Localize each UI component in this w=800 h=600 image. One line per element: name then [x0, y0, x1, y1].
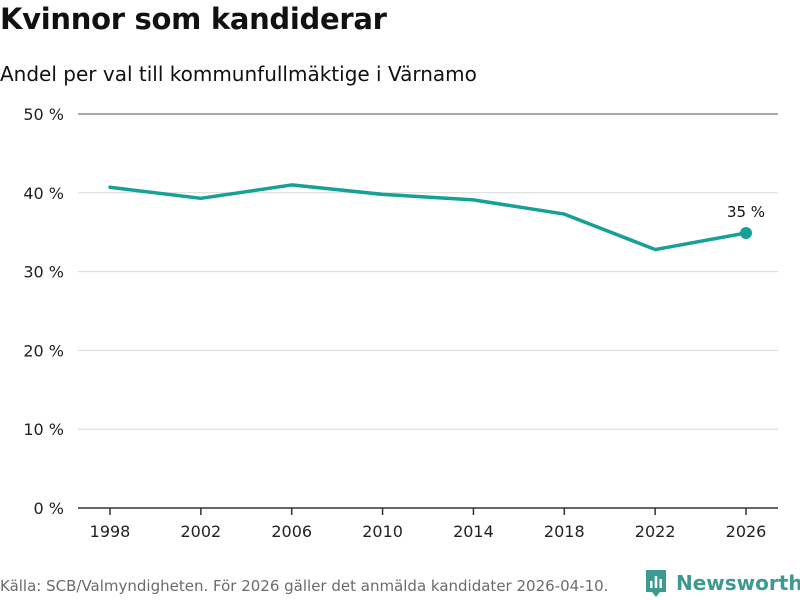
y-tick-label: 20 % — [23, 341, 64, 360]
x-tick-label: 2006 — [271, 522, 312, 541]
last-point-marker — [740, 226, 752, 239]
x-axis: 1998 2002 2006 2010 2014 2018 2022 2026 — [78, 507, 778, 541]
y-tick-label: 50 % — [23, 105, 64, 124]
source-note: Källa: SCB/Valmyndigheten. För 2026 gäll… — [0, 577, 609, 595]
x-tick-label: 2014 — [453, 522, 494, 541]
series — [108, 183, 748, 252]
chart-title: Kvinnor som kandiderar — [0, 2, 387, 36]
newsworthy-logo: Newsworthy — [644, 568, 800, 598]
gridlines — [78, 113, 778, 430]
annotations: 35 % — [727, 203, 765, 239]
line-chart: 0 % 10 % 20 % 30 % 40 % 50 % 1998 2002 2006 2010… — [23, 105, 778, 541]
y-tick-label: 30 % — [23, 263, 64, 282]
y-tick-label: 0 % — [34, 499, 64, 518]
series-line — [108, 183, 748, 252]
y-axis-ticks: 0 % 10 % 20 % 30 % 40 % 50 % — [23, 105, 64, 518]
x-tick-label: 2002 — [180, 522, 221, 541]
brand-name: Newsworthy — [676, 571, 800, 595]
x-tick-label: 2026 — [726, 522, 767, 541]
x-tick-label: 2010 — [362, 522, 403, 541]
chart-subtitle: Andel per val till kommunfullmäktige i V… — [0, 62, 477, 86]
newsworthy-logo-icon — [646, 570, 666, 597]
y-tick-label: 10 % — [23, 420, 64, 439]
x-tick-label: 2018 — [544, 522, 585, 541]
x-tick-label: 1998 — [90, 522, 131, 541]
data-label: 35 % — [727, 203, 765, 221]
y-tick-label: 40 % — [23, 184, 64, 203]
x-tick-label: 2022 — [635, 522, 676, 541]
